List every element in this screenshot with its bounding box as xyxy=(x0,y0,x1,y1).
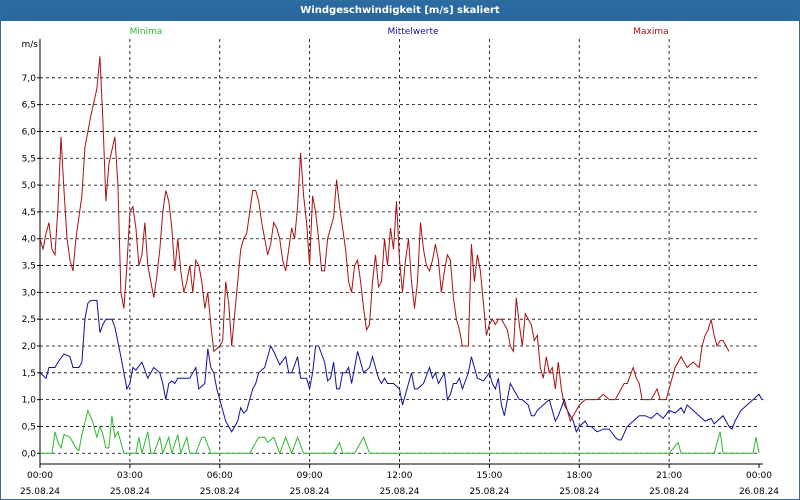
x-tick-label-date: 26.08.24 xyxy=(739,487,779,497)
y-tick-label: 3,5 xyxy=(22,262,36,272)
x-tick-label-time: 00:00 xyxy=(27,471,53,481)
y-tick-label: 5,0 xyxy=(22,181,37,191)
y-tick-label: 6,0 xyxy=(22,127,37,137)
legend-minima: Minima xyxy=(130,27,163,37)
y-tick-label: 2,5 xyxy=(22,315,36,325)
x-tick-label-time: 06:00 xyxy=(207,471,233,481)
y-tick-label: 4,0 xyxy=(22,235,37,245)
x-tick-label-date: 25.08.24 xyxy=(20,487,60,497)
x-tick-label-time: 12:00 xyxy=(387,471,413,481)
x-tick-label-date: 25.08.24 xyxy=(649,487,689,497)
x-tick-label-date: 25.08.24 xyxy=(559,487,599,497)
x-tick-label-date: 25.08.24 xyxy=(469,487,509,497)
series-line-maxima xyxy=(39,56,730,423)
x-tick-label-time: 21:00 xyxy=(656,471,682,481)
x-tick-label-date: 25.08.24 xyxy=(379,487,419,497)
y-tick-label: 0,5 xyxy=(22,422,36,432)
y-tick-label: 1,5 xyxy=(22,369,36,379)
series-line-minima xyxy=(40,408,760,456)
x-tick-label-date: 25.08.24 xyxy=(290,487,330,497)
x-tick-label-time: 00:00 xyxy=(746,471,772,481)
y-tick-label: 1,0 xyxy=(22,396,37,406)
y-tick-label: 4,5 xyxy=(22,208,36,218)
y-axis-unit: m/s xyxy=(22,40,39,50)
y-tick-label: 5,5 xyxy=(22,154,36,164)
legend-maxima: Maxima xyxy=(633,27,668,37)
x-tick-label-time: 09:00 xyxy=(297,471,323,481)
legend-mittelwerte: Mittelwerte xyxy=(387,27,438,37)
y-tick-label: 2,0 xyxy=(22,342,37,352)
y-tick-label: 3,0 xyxy=(22,288,37,298)
series-line-mittelwerte xyxy=(39,299,764,441)
x-tick-label-date: 25.08.24 xyxy=(110,487,150,497)
y-tick-label: 0,0 xyxy=(22,449,37,459)
x-tick-label-time: 03:00 xyxy=(117,471,143,481)
chart-title: Windgeschwindigkeit [m/s] skaliert xyxy=(1,1,799,21)
y-tick-label: 6,5 xyxy=(22,101,36,111)
x-tick-label-time: 15:00 xyxy=(476,471,502,481)
x-tick-label-date: 25.08.24 xyxy=(200,487,240,497)
y-tick-label: 7,0 xyxy=(22,74,37,84)
x-tick-label-time: 18:00 xyxy=(566,471,592,481)
